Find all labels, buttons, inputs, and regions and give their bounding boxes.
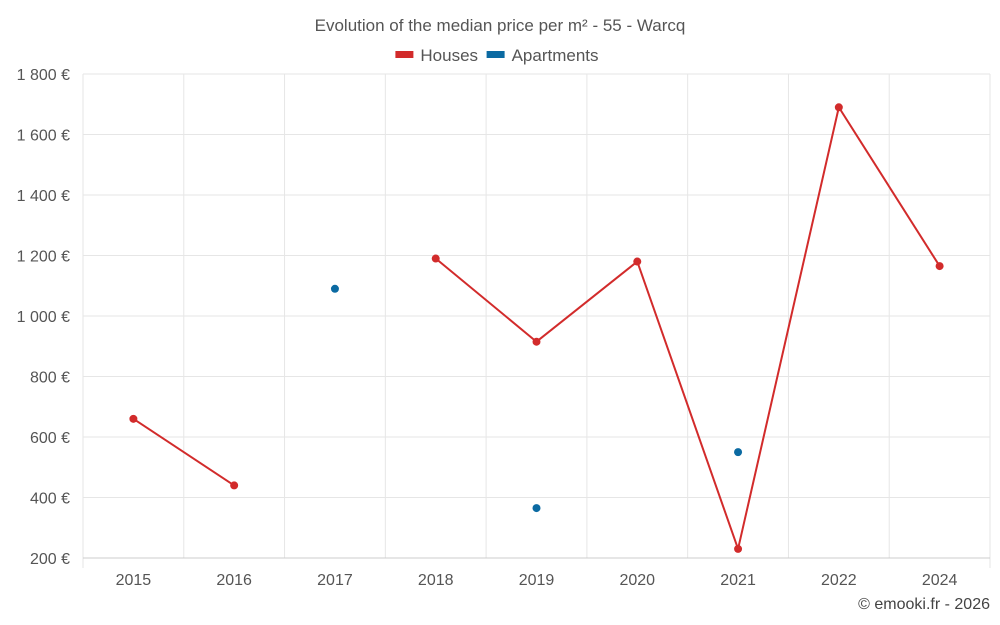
x-grid	[82, 74, 991, 568]
x-tick-label: 2015	[116, 572, 152, 589]
y-grid	[83, 73, 990, 498]
houses-point[interactable]	[633, 257, 642, 266]
houses-line-segment	[737, 107, 840, 550]
series-apartments	[330, 284, 743, 513]
houses-point[interactable]	[734, 544, 743, 553]
y-tick-label: 400 €	[30, 491, 70, 508]
y-tick-label: 1 200 €	[17, 249, 70, 266]
legend-item-apartments[interactable]: Apartments	[486, 46, 599, 65]
houses-point[interactable]	[230, 481, 239, 490]
x-axis-ticks: 2015 2016 2017 2018 2019 2020 2021 2022 2024	[116, 572, 958, 589]
houses-line-segment	[535, 260, 638, 343]
houses-point[interactable]	[431, 254, 440, 263]
x-tick-label: 2018	[418, 572, 454, 589]
y-tick-label: 200 €	[30, 551, 70, 568]
y-tick-label: 1 000 €	[17, 309, 70, 326]
x-tick-label: 2017	[317, 572, 353, 589]
legend-swatch	[395, 51, 414, 58]
series-group	[129, 103, 944, 553]
chart-title: Evolution of the median price per m² - 5…	[315, 16, 686, 35]
apartments-point[interactable]	[532, 504, 541, 513]
houses-line-segment	[132, 418, 235, 487]
y-tick-label: 800 €	[30, 370, 70, 387]
x-tick-label: 2021	[720, 572, 756, 589]
legend[interactable]: Houses Apartments	[395, 46, 599, 65]
houses-point[interactable]	[834, 103, 843, 112]
x-tick-label: 2020	[619, 572, 655, 589]
series-houses	[129, 103, 944, 553]
apartments-point[interactable]	[330, 284, 339, 293]
x-tick-label: 2016	[216, 572, 252, 589]
houses-point[interactable]	[129, 414, 138, 423]
credit-text: © emooki.fr - 2026	[858, 596, 990, 613]
houses-line-segment	[435, 257, 538, 343]
legend-swatch	[486, 51, 505, 58]
y-tick-label: 1 400 €	[17, 188, 70, 205]
apartments-point[interactable]	[734, 448, 743, 457]
y-tick-label: 1 800 €	[17, 67, 70, 84]
legend-label: Apartments	[512, 46, 599, 65]
legend-item-houses[interactable]: Houses	[395, 46, 478, 65]
x-tick-label: 2019	[519, 572, 555, 589]
y-tick-label: 1 600 €	[17, 128, 70, 145]
x-tick-label: 2024	[922, 572, 958, 589]
houses-point[interactable]	[532, 337, 541, 346]
y-tick-label: 600 €	[30, 430, 70, 447]
houses-line-segment	[837, 106, 941, 267]
houses-point[interactable]	[935, 262, 944, 271]
y-axis-ticks: 200 € 400 € 600 € 800 € 1 000 € 1 200 € 1 400 …	[17, 67, 70, 568]
houses-line-segment	[636, 261, 739, 550]
legend-label: Houses	[420, 46, 478, 65]
x-tick-label: 2022	[821, 572, 857, 589]
